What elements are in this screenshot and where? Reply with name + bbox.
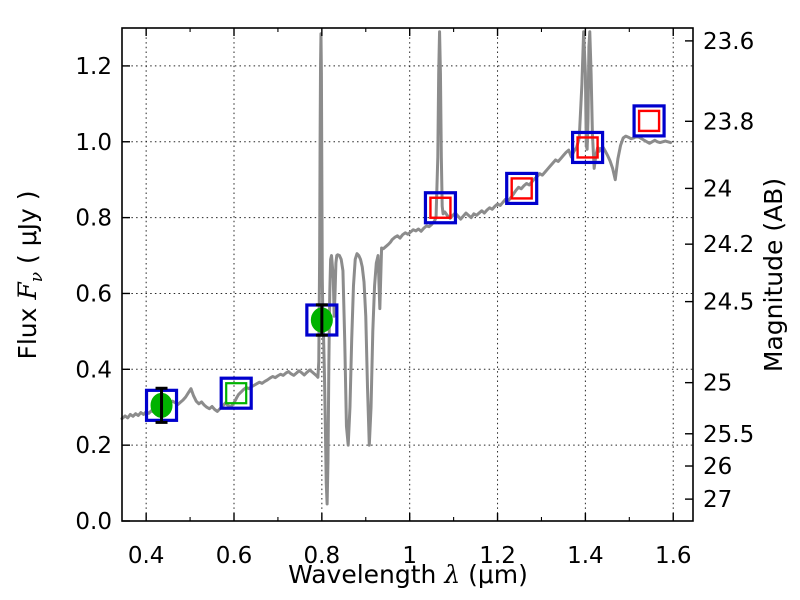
blue-square-marker xyxy=(632,104,666,138)
grid-lines-vertical xyxy=(145,28,674,521)
y-tick-label: 0.2 xyxy=(75,433,112,459)
x-axis-title: Wavelength λ (μm) xyxy=(288,560,528,589)
y2-axis-title: Magnitude (AB) xyxy=(759,178,788,372)
photometry-point[interactable] xyxy=(219,376,253,410)
plot-frame xyxy=(121,27,694,522)
green-square-marker xyxy=(225,382,248,405)
red-square-marker xyxy=(637,109,661,133)
y-axis-ticks xyxy=(122,65,130,522)
photometry-point[interactable] xyxy=(144,386,179,424)
y2-axis-tick-labels: 23.6 23.8 24 24.2 24.5 25 25.5 26 27 xyxy=(703,29,754,513)
model-spectrum-line xyxy=(120,30,673,506)
red-square-marker xyxy=(429,196,452,219)
y2-tick-label: 25 xyxy=(703,371,732,397)
x-axis-ticks xyxy=(145,28,674,521)
photometry-point[interactable] xyxy=(505,171,539,206)
y2-tick-label: 25.5 xyxy=(703,422,754,448)
y2-tick-label: 26 xyxy=(703,454,732,480)
y-tick-label: 0.6 xyxy=(75,281,112,307)
red-square-marker xyxy=(576,136,599,159)
y-axis-tick-labels: 0.0 0.2 0.4 0.6 0.8 1.0 1.2 xyxy=(75,54,112,535)
x-tick-label: 1.2 xyxy=(479,543,516,569)
x-axis-title-text: Wavelength λ (μm) xyxy=(288,560,528,589)
grid-lines-horizontal xyxy=(122,65,693,446)
y-tick-label: 1.0 xyxy=(75,130,112,156)
x-tick-label: 1.6 xyxy=(655,543,692,569)
y2-tick-label: 24.2 xyxy=(703,232,754,258)
y2-tick-label: 23.6 xyxy=(703,29,754,55)
y-axis-title-text: Flux Fν ( μJy ) xyxy=(13,190,47,359)
y2-tick-label: 24 xyxy=(703,176,732,202)
spectrum-curve-group xyxy=(120,30,673,506)
x-tick-label: 1 xyxy=(402,543,417,569)
red-square-marker xyxy=(510,177,533,200)
y-tick-label: 0.8 xyxy=(75,206,112,232)
blue-square-marker xyxy=(505,171,539,206)
photometry-point[interactable] xyxy=(423,191,458,225)
y2-axis-ticks xyxy=(685,40,693,500)
blue-square-marker xyxy=(570,130,605,165)
y-axis-title: Flux Fν ( μJy ) xyxy=(13,190,47,359)
x-tick-label: 0.8 xyxy=(304,543,341,569)
y-tick-label: 1.2 xyxy=(75,54,112,80)
y-tick-label: 0.0 xyxy=(75,509,112,535)
x-tick-label: 0.6 xyxy=(216,543,253,569)
y2-axis-title-text: Magnitude (AB) xyxy=(759,178,788,372)
x-axis-tick-labels: 0.4 0.6 0.8 1 1.2 1.4 1.6 xyxy=(128,543,692,569)
blue-square-marker xyxy=(219,376,253,410)
y2-tick-label: 27 xyxy=(703,487,732,513)
y2-tick-label: 23.8 xyxy=(703,109,754,135)
y2-tick-label: 24.5 xyxy=(703,290,754,316)
blue-square-marker xyxy=(423,191,458,225)
photometry-point[interactable] xyxy=(632,104,666,138)
x-tick-label: 1.4 xyxy=(567,543,604,569)
photometry-point[interactable] xyxy=(570,130,605,165)
photometry-markers-group xyxy=(144,104,666,424)
y-tick-label: 0.4 xyxy=(75,357,112,383)
x-tick-label: 0.4 xyxy=(128,543,165,569)
photometry-point[interactable] xyxy=(305,303,339,337)
